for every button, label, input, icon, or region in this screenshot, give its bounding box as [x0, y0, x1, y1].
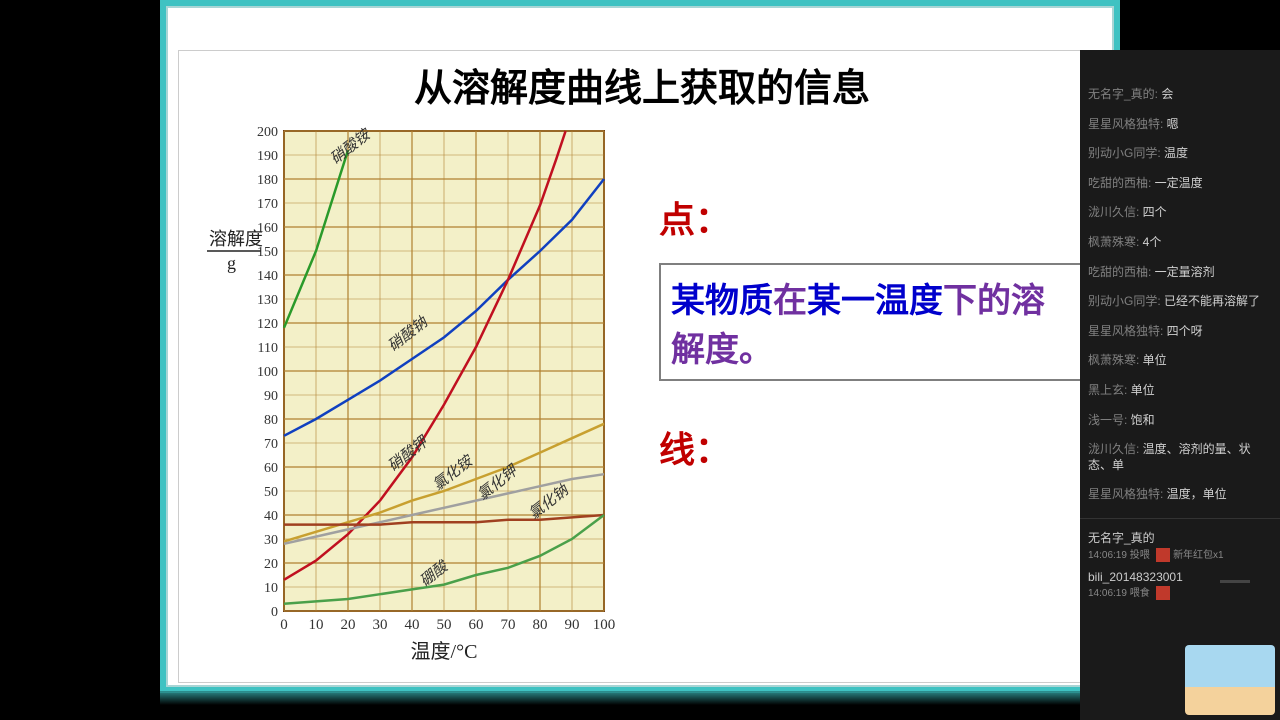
svg-text:80: 80 — [533, 617, 548, 633]
chat-message[interactable]: 泷川久信: 四个 — [1088, 198, 1272, 228]
svg-text:40: 40 — [264, 509, 278, 524]
box-text-1: 某物质 — [671, 282, 773, 320]
svg-text:50: 50 — [264, 485, 278, 500]
chat-message[interactable]: 黑上玄: 单位 — [1088, 376, 1272, 406]
slide-stage: 从溶解度曲线上获取的信息 0 10 20 30 40 50 60 70 80 90 100 0 10 20… — [160, 0, 1120, 693]
svg-text:60: 60 — [264, 461, 278, 476]
svg-text:溶解度: 溶解度 — [209, 229, 263, 249]
svg-text:30: 30 — [373, 617, 388, 633]
svg-text:100: 100 — [257, 365, 278, 380]
svg-text:g: g — [227, 253, 236, 273]
box-text-3: 某一温度 — [807, 282, 943, 320]
svg-text:10: 10 — [309, 617, 324, 633]
svg-text:20: 20 — [264, 557, 278, 572]
annotations-column: 点： 某物质在某一温度下的溶解度。 线： — [659, 171, 1089, 493]
chat-message[interactable]: 吃甜的西柚: 一定温度 — [1088, 169, 1272, 199]
chat-list[interactable]: 无名字_真的: 会星星风格独特: 嗯别动小G同学: 温度吃甜的西柚: 一定温度泷… — [1080, 50, 1280, 510]
box-text-2: 在 — [773, 282, 807, 320]
chat-message[interactable]: 星星风格独特: 嗯 — [1088, 110, 1272, 140]
svg-text:0: 0 — [280, 617, 288, 633]
slide-frame: 从溶解度曲线上获取的信息 0 10 20 30 40 50 60 70 80 90 100 0 10 20… — [166, 6, 1114, 687]
left-black-bar — [0, 0, 160, 720]
solubility-chart: 0 10 20 30 40 50 60 70 80 90 100 0 10 20 30 40 50 60 70 80 9… — [189, 121, 619, 666]
chat-message[interactable]: 别动小G同学: 已经不能再溶解了 — [1088, 287, 1272, 317]
svg-text:140: 140 — [257, 269, 278, 284]
gift-message: bili_2014832300114:06:19 喂食 — [1088, 566, 1272, 604]
svg-text:30: 30 — [264, 533, 278, 548]
stage-shadow — [160, 691, 1120, 705]
gift-list: 无名字_真的14:06:19 投喂 新年红包x1bili_20148323001… — [1080, 518, 1280, 610]
svg-text:70: 70 — [501, 617, 516, 633]
chat-message[interactable]: 星星风格独特: 温度，单位 — [1088, 480, 1272, 510]
definition-box: 某物质在某一温度下的溶解度。 — [659, 263, 1089, 381]
chat-message[interactable]: 枫萧殊寒: 单位 — [1088, 346, 1272, 376]
svg-text:0: 0 — [271, 605, 278, 620]
slide-content: 从溶解度曲线上获取的信息 0 10 20 30 40 50 60 70 80 90 100 0 10 20… — [178, 50, 1106, 683]
chat-message[interactable]: 吃甜的西柚: 一定量溶剂 — [1088, 258, 1272, 288]
svg-text:60: 60 — [469, 617, 484, 633]
svg-text:温度/°C: 温度/°C — [411, 640, 478, 663]
svg-text:130: 130 — [257, 293, 278, 308]
chat-message[interactable]: 别动小G同学: 温度 — [1088, 139, 1272, 169]
chat-message[interactable]: 星星风格独特: 四个呀 — [1088, 317, 1272, 347]
svg-text:120: 120 — [257, 317, 278, 332]
svg-text:170: 170 — [257, 197, 278, 212]
point-label: 点： — [659, 191, 1089, 243]
slide-title: 从溶解度曲线上获取的信息 — [179, 57, 1105, 112]
svg-text:180: 180 — [257, 173, 278, 188]
scene-thumbnail[interactable] — [1185, 645, 1275, 715]
line-label: 线： — [659, 421, 1089, 473]
chat-message[interactable]: 泷川久信: 温度、溶剂的量、状态、单 — [1088, 435, 1272, 480]
svg-text:200: 200 — [257, 125, 278, 140]
chat-message[interactable]: 枫萧殊寒: 4个 — [1088, 228, 1272, 258]
svg-text:90: 90 — [565, 617, 580, 633]
svg-text:190: 190 — [257, 149, 278, 164]
svg-text:20: 20 — [341, 617, 356, 633]
chat-sidebar[interactable]: 无名字_真的: 会星星风格独特: 嗯别动小G同学: 温度吃甜的西柚: 一定温度泷… — [1080, 50, 1280, 720]
chat-message[interactable]: 无名字_真的: 会 — [1088, 80, 1272, 110]
svg-text:70: 70 — [264, 437, 278, 452]
svg-text:50: 50 — [437, 617, 452, 633]
svg-text:110: 110 — [258, 341, 278, 356]
gift-message: 无名字_真的14:06:19 投喂 新年红包x1 — [1088, 525, 1272, 566]
svg-text:10: 10 — [264, 581, 278, 596]
svg-text:90: 90 — [264, 389, 278, 404]
resize-handle-icon[interactable] — [1220, 580, 1250, 583]
svg-text:40: 40 — [405, 617, 420, 633]
svg-text:100: 100 — [593, 617, 616, 633]
svg-text:80: 80 — [264, 413, 278, 428]
chat-message[interactable]: 浅一号: 饱和 — [1088, 406, 1272, 436]
